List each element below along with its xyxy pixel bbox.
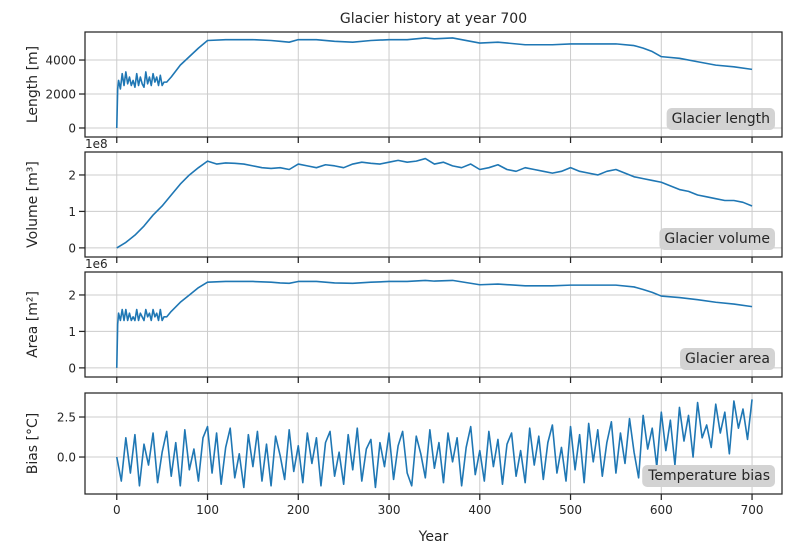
x-axis-label: Year <box>418 529 449 545</box>
annotation-box <box>659 228 775 250</box>
x-tick-label: 100 <box>196 503 219 517</box>
x-tick-label: 500 <box>559 503 582 517</box>
axes-frame <box>84 392 783 495</box>
x-tick-label: 400 <box>468 503 491 517</box>
y-tick-label: 0 <box>68 121 76 135</box>
data-line <box>115 279 753 368</box>
y-tick-label: 2 <box>68 168 76 182</box>
annotation: Glacier volume <box>664 231 770 247</box>
axes-frame <box>84 31 783 138</box>
x-tick-label: 300 <box>378 503 401 517</box>
y-offset-label: 1e8 <box>85 137 108 151</box>
data-line <box>116 157 753 249</box>
y-axis-label: Area [m²] <box>25 291 41 358</box>
annotation-box <box>642 465 775 487</box>
y-tick-label: 0 <box>68 241 76 255</box>
x-tick-label: 200 <box>287 503 310 517</box>
data-line <box>115 37 753 129</box>
y-tick-label: 0.0 <box>57 451 76 465</box>
annotation-box <box>666 108 775 130</box>
plot-area <box>115 37 753 129</box>
plot-area <box>115 399 753 489</box>
annotation: Glacier area <box>685 351 770 367</box>
y-tick-label: 1 <box>68 325 76 339</box>
y-axis-label: Volume [m³] <box>25 161 41 248</box>
y-axis-label: Length [m] <box>25 46 41 123</box>
y-tick-label: 1 <box>68 205 76 219</box>
annotation: Temperature bias <box>647 468 770 484</box>
y-tick-label: 2 <box>68 288 76 302</box>
x-tick-label: 700 <box>741 503 764 517</box>
x-tick-label: 0 <box>113 503 121 517</box>
plot-area <box>116 157 753 249</box>
annotation-box <box>680 348 775 370</box>
x-tick-label: 600 <box>650 503 673 517</box>
y-tick-label: 4000 <box>45 54 76 68</box>
data-line <box>115 399 753 489</box>
y-offset-label: 1e6 <box>85 257 108 271</box>
y-axis-label: Bias [°C] <box>25 413 41 475</box>
y-tick-label: 2000 <box>45 88 76 102</box>
annotation: Glacier length <box>672 111 770 127</box>
chart-title: Glacier history at year 700 <box>340 11 527 27</box>
y-tick-label: 2.5 <box>57 411 76 425</box>
plot-area <box>115 279 753 368</box>
axes-frame <box>84 271 783 378</box>
y-tick-label: 0 <box>68 361 76 375</box>
axes-frame <box>84 151 783 258</box>
